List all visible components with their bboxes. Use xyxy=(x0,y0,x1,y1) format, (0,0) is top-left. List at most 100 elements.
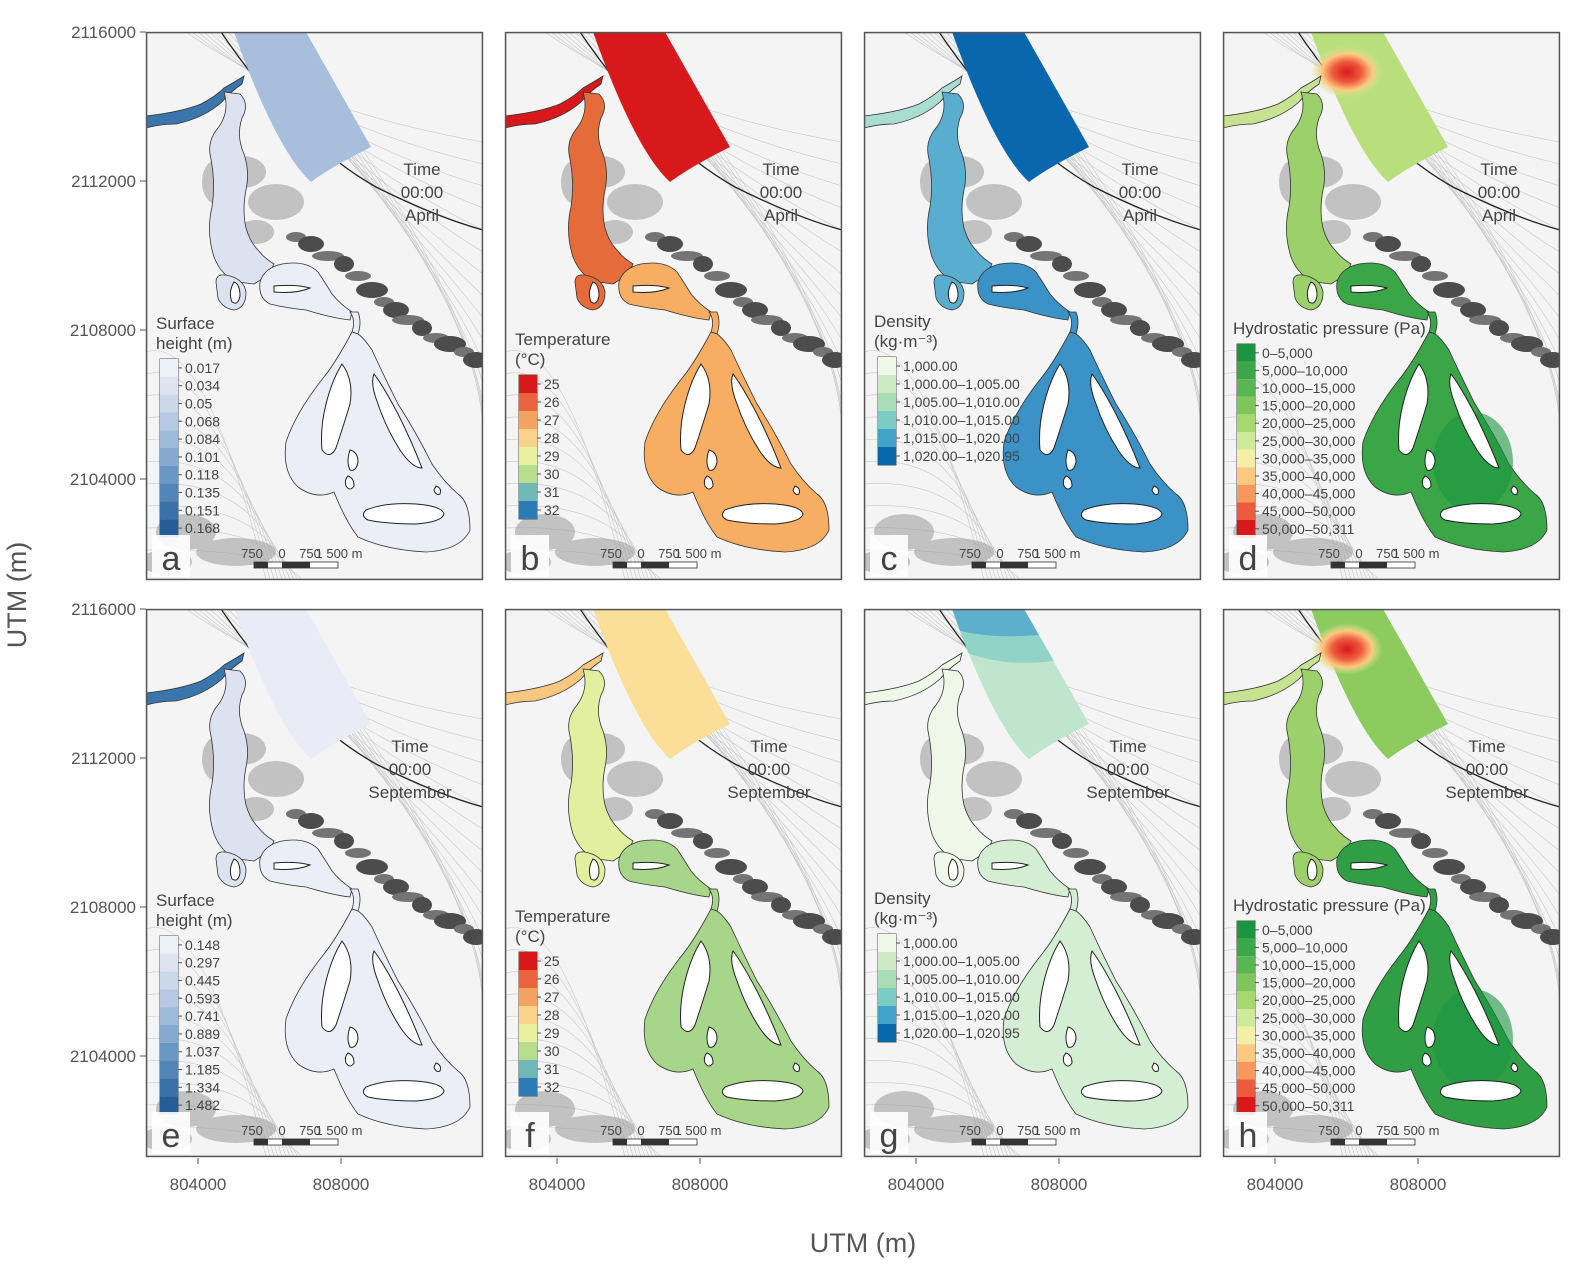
legend-label: 20,000–25,000 xyxy=(1262,992,1356,1008)
y-tick-label: 2104000 xyxy=(70,1047,136,1066)
terrain-hill xyxy=(1325,761,1381,797)
x-tick-label: 804000 xyxy=(1247,1175,1304,1194)
legend-swatch xyxy=(519,465,537,483)
scale-label: 750 xyxy=(299,546,321,561)
legend-swatch xyxy=(519,952,537,970)
legend-label: 40,000–45,000 xyxy=(1262,486,1356,502)
legend-swatch xyxy=(878,1024,896,1042)
panel-map: Time 00:00 September Temperature(°C) 25 26 27 2… xyxy=(505,609,842,1157)
island xyxy=(229,858,241,881)
terrain-shade xyxy=(1411,833,1431,849)
terrain-ridge xyxy=(1004,809,1201,945)
scale-label: 750 xyxy=(959,546,981,561)
scale-segment xyxy=(1331,1139,1345,1145)
island xyxy=(1510,1062,1518,1072)
terrain-shade xyxy=(1016,236,1042,252)
island xyxy=(1080,1080,1163,1102)
sea-domain xyxy=(593,609,730,759)
legend-swatch xyxy=(1237,502,1255,520)
pressure-hotspot xyxy=(1311,46,1383,98)
scale-segment xyxy=(1000,562,1028,568)
legend-title: Density xyxy=(874,312,931,331)
scale-label: 0 xyxy=(1355,546,1362,561)
legend-swatch xyxy=(519,1024,537,1042)
legend-swatch xyxy=(160,953,178,972)
legend-swatch xyxy=(878,934,896,952)
scale-segment xyxy=(1331,562,1345,568)
legend-label: 1,005.00–1,010.00 xyxy=(903,971,1020,987)
terrain-shade xyxy=(1016,813,1042,829)
time-label: Time xyxy=(403,160,440,179)
legend-swatch xyxy=(160,483,178,502)
panel-d: Time 00:00 April Hydrostatic pressure (Pa) 0… xyxy=(1222,31,1561,581)
legend-label: 26 xyxy=(544,394,560,410)
island xyxy=(1062,475,1073,490)
contour-line xyxy=(505,949,630,1157)
legend-label: 35,000–40,000 xyxy=(1262,1045,1356,1061)
terrain-shade xyxy=(822,929,842,945)
legend-label: 5,000–10,000 xyxy=(1262,939,1348,955)
legend-swatch xyxy=(519,483,537,501)
island xyxy=(947,281,959,304)
panel-letter: d xyxy=(1239,540,1258,578)
time-annotation: Time 00:00 September xyxy=(1086,737,1169,802)
terrain-ridge xyxy=(645,232,842,368)
legend-swatch xyxy=(1237,379,1255,397)
terrain-shade xyxy=(412,320,432,336)
panel-frame xyxy=(863,31,1202,581)
legend-swatch xyxy=(519,1078,537,1096)
panel-letter-box xyxy=(1229,535,1267,577)
legend: Hydrostatic pressure (Pa) 0–5,0005,000–10… xyxy=(1233,319,1426,539)
legend-title: Surface xyxy=(156,891,215,910)
y-tick-label: 2108000 xyxy=(70,898,136,917)
legend-swatch xyxy=(160,376,178,395)
legend-swatch xyxy=(1237,1079,1255,1097)
scale-segment xyxy=(254,562,268,568)
scale-label: 750 xyxy=(1318,1123,1340,1138)
legend-label: 25,000–30,000 xyxy=(1262,433,1356,449)
scale-segment xyxy=(972,1139,986,1145)
legend-swatch xyxy=(519,970,537,988)
time-label: Time xyxy=(1121,160,1158,179)
island xyxy=(703,475,714,490)
terrain-shade xyxy=(1130,897,1150,913)
scale-label: 0 xyxy=(637,1123,644,1138)
terrain-shade xyxy=(1030,828,1062,838)
terrain-shade xyxy=(1422,271,1448,281)
legend-swatch xyxy=(878,357,896,375)
terrain-shade xyxy=(771,320,791,336)
x-tick-label: 804000 xyxy=(529,1175,586,1194)
island xyxy=(706,1026,718,1048)
scale-label: 1 500 m xyxy=(675,1123,722,1138)
time-label: Time xyxy=(391,737,428,756)
river xyxy=(864,75,963,129)
island xyxy=(372,950,423,1046)
legend-title: height (m) xyxy=(156,911,233,930)
island xyxy=(1151,1062,1159,1072)
island xyxy=(731,950,782,1046)
legend-swatch xyxy=(1237,449,1255,468)
panel-c: Time 00:00 April Density(kg·m⁻³) 1,000.00 1,0… xyxy=(863,31,1202,581)
legend-swatch xyxy=(160,394,178,413)
legend-label: 31 xyxy=(544,484,560,500)
scale-segment xyxy=(1359,1139,1387,1145)
terrain-shade xyxy=(1411,256,1431,272)
island xyxy=(347,449,359,471)
scale-label: 750 xyxy=(1318,546,1340,561)
island xyxy=(1510,485,1518,495)
legend-swatch xyxy=(160,412,178,431)
time-value: 00:00 xyxy=(401,183,444,202)
legend-label: 0.148 xyxy=(185,937,220,953)
time-value: 00:00 xyxy=(1119,183,1162,202)
panel-frame xyxy=(145,608,484,1158)
island xyxy=(347,1026,359,1048)
scale-label: 0 xyxy=(278,546,285,561)
panel-frame xyxy=(504,31,843,581)
terrain-hill xyxy=(1273,538,1353,566)
terrain-hill xyxy=(966,761,1022,797)
